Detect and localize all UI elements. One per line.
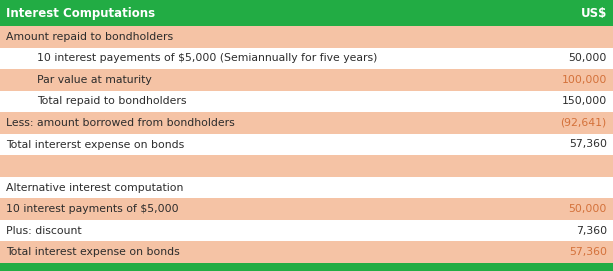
Bar xyxy=(0,47,613,69)
Text: Less: amount borrowed from bondholders: Less: amount borrowed from bondholders xyxy=(6,118,235,128)
Bar xyxy=(0,91,613,112)
Bar xyxy=(0,220,613,241)
Text: Amount repaid to bondholders: Amount repaid to bondholders xyxy=(6,32,173,42)
Bar xyxy=(0,134,613,155)
Text: (92,641): (92,641) xyxy=(561,118,607,128)
Text: 10 interest payments of $5,000: 10 interest payments of $5,000 xyxy=(6,204,179,214)
Bar xyxy=(0,112,613,134)
Bar xyxy=(0,241,613,263)
Bar xyxy=(0,198,613,220)
Text: 7,360: 7,360 xyxy=(576,226,607,236)
Text: 100,000: 100,000 xyxy=(562,75,607,85)
Text: 57,360: 57,360 xyxy=(569,247,607,257)
Text: Alternative interest computation: Alternative interest computation xyxy=(6,183,183,193)
Bar xyxy=(0,155,613,177)
Bar xyxy=(0,69,613,91)
Text: US$: US$ xyxy=(581,7,607,20)
Text: 50,000: 50,000 xyxy=(568,53,607,63)
Bar xyxy=(0,0,613,26)
Text: Total repaid to bondholders: Total repaid to bondholders xyxy=(37,96,186,107)
Text: Interest Computations: Interest Computations xyxy=(6,7,155,20)
Text: 50,000: 50,000 xyxy=(568,204,607,214)
Bar xyxy=(0,263,613,271)
Text: Total interest expense on bonds: Total interest expense on bonds xyxy=(6,247,180,257)
Bar xyxy=(0,26,613,47)
Text: 57,360: 57,360 xyxy=(569,140,607,150)
Bar xyxy=(0,177,613,198)
Text: Plus: discount: Plus: discount xyxy=(6,226,82,236)
Text: 10 interest payements of $5,000 (Semiannually for five years): 10 interest payements of $5,000 (Semiann… xyxy=(37,53,377,63)
Text: Par value at maturity: Par value at maturity xyxy=(37,75,151,85)
Text: Total intererst expense on bonds: Total intererst expense on bonds xyxy=(6,140,185,150)
Text: 150,000: 150,000 xyxy=(562,96,607,107)
